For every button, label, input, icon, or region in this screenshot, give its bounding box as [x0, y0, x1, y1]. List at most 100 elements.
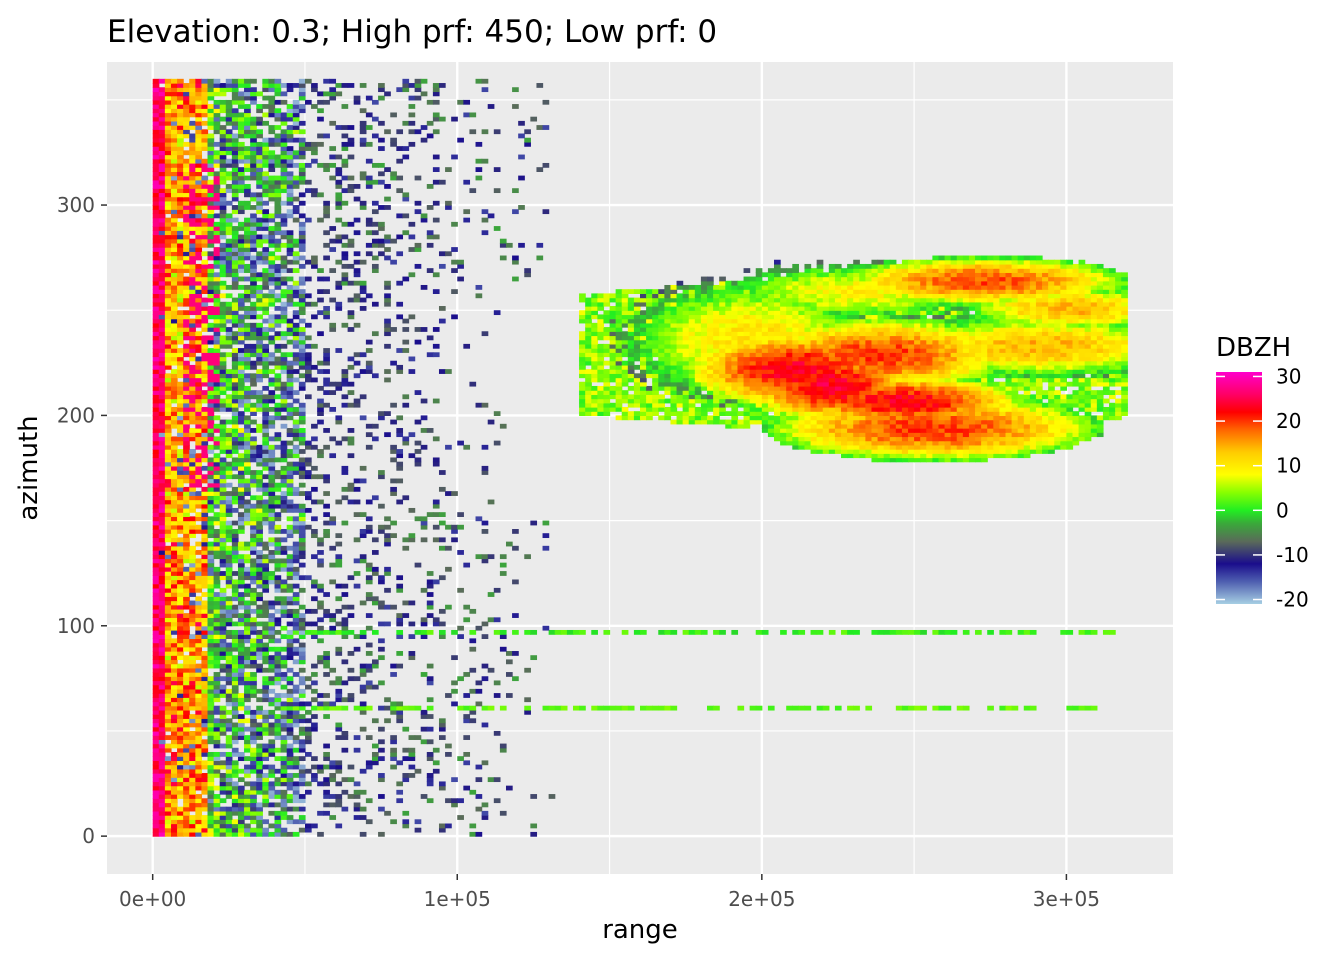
- radar-cell: [493, 777, 501, 783]
- radar-cell: [250, 629, 257, 635]
- radar-cell: [396, 613, 404, 618]
- radar-cell: [1084, 398, 1092, 404]
- radar-cell: [164, 579, 172, 585]
- radar-cell: [177, 529, 184, 534]
- radar-cell: [956, 356, 964, 362]
- radar-cell: [225, 773, 233, 778]
- radar-cell: [365, 764, 373, 770]
- radar-cell: [475, 680, 483, 686]
- radar-cell: [207, 730, 215, 736]
- radar-cell: [463, 714, 471, 719]
- radar-cell: [201, 507, 209, 513]
- radar-cell: [914, 453, 921, 459]
- radar-cell: [457, 524, 464, 530]
- radar-cell: [292, 423, 300, 429]
- radar-cell: [244, 356, 251, 362]
- radar-cell: [189, 579, 196, 585]
- radar-cell: [719, 369, 726, 374]
- radar-cell: [195, 440, 203, 446]
- radar-cell: [469, 629, 477, 635]
- radar-cell: [195, 423, 203, 429]
- radar-cell: [158, 735, 166, 740]
- radar-cell: [926, 411, 933, 417]
- radar-cell: [853, 390, 860, 395]
- radar-cell: [920, 415, 927, 421]
- radar-cell: [1011, 356, 1019, 362]
- radar-cell: [164, 449, 172, 454]
- radar-cell: [670, 360, 678, 366]
- radar-cell: [481, 444, 489, 450]
- radar-cell: [694, 377, 702, 383]
- radar-cell: [311, 364, 318, 370]
- radar-cell: [213, 764, 221, 770]
- radar-cell: [177, 718, 184, 724]
- radar-cell: [164, 474, 172, 480]
- radar-cell: [414, 819, 422, 825]
- radar-cell: [1102, 398, 1110, 404]
- radar-cell: [262, 449, 270, 454]
- radar-cell: [280, 634, 288, 639]
- radar-cell: [956, 457, 964, 463]
- radar-cell: [183, 676, 190, 682]
- radar-cell: [591, 398, 598, 404]
- radar-cell: [274, 827, 282, 833]
- radar-cell: [225, 651, 233, 656]
- radar-cell: [207, 785, 215, 791]
- radar-cell: [1060, 381, 1067, 387]
- radar-cell: [847, 423, 854, 429]
- radar-cell: [292, 672, 300, 677]
- radar-cell: [164, 512, 172, 517]
- radar-cell: [244, 739, 251, 745]
- radar-cell: [834, 381, 842, 387]
- radar-cell: [189, 495, 196, 501]
- radar-cell: [298, 629, 306, 635]
- radar-cell: [920, 394, 927, 400]
- radar-cell: [219, 798, 227, 804]
- radar-cell: [396, 461, 404, 467]
- radar-cell: [183, 428, 190, 433]
- radar-cell: [1090, 356, 1098, 362]
- radar-cell: [1042, 406, 1049, 412]
- radar-cell: [164, 802, 172, 808]
- radar-cell: [688, 381, 696, 387]
- radar-cell: [268, 470, 276, 475]
- radar-cell: [347, 364, 355, 370]
- radar-cell: [262, 651, 270, 656]
- radar-cell: [225, 436, 233, 442]
- radar-cell: [292, 629, 300, 635]
- radar-cell: [816, 364, 824, 370]
- radar-cell: [244, 655, 251, 661]
- radar-cell: [195, 701, 203, 707]
- radar-cell: [170, 453, 178, 459]
- radar-cell: [323, 503, 330, 509]
- radar-cell: [213, 398, 221, 404]
- radar-cell: [183, 575, 190, 581]
- radar-cell: [268, 444, 276, 450]
- radar-cell: [177, 773, 184, 778]
- radar-cell: [183, 461, 190, 467]
- radar-cell: [1121, 406, 1128, 412]
- radar-cell: [274, 655, 282, 661]
- radar-cell: [828, 402, 836, 408]
- radar-cell: [335, 533, 343, 539]
- radar-cell: [371, 537, 379, 543]
- radar-cell: [225, 794, 233, 799]
- radar-cell: [189, 638, 196, 644]
- radar-cell: [213, 495, 221, 501]
- radar-cell: [585, 377, 592, 383]
- radar-cell: [463, 672, 471, 677]
- radar-cell: [213, 785, 221, 791]
- radar-cell: [207, 373, 215, 379]
- radar-cell: [231, 507, 239, 513]
- radar-cell: [828, 629, 836, 635]
- radar-cell: [950, 449, 958, 454]
- radar-cell: [170, 385, 178, 391]
- radar-cell: [280, 587, 288, 593]
- radar-cell: [189, 617, 196, 623]
- radar-cell: [408, 655, 416, 661]
- radar-cell: [250, 411, 257, 417]
- radar-cell: [256, 398, 263, 404]
- radar-cell: [219, 533, 227, 539]
- radar-cell: [950, 444, 958, 450]
- radar-cell: [1084, 406, 1092, 412]
